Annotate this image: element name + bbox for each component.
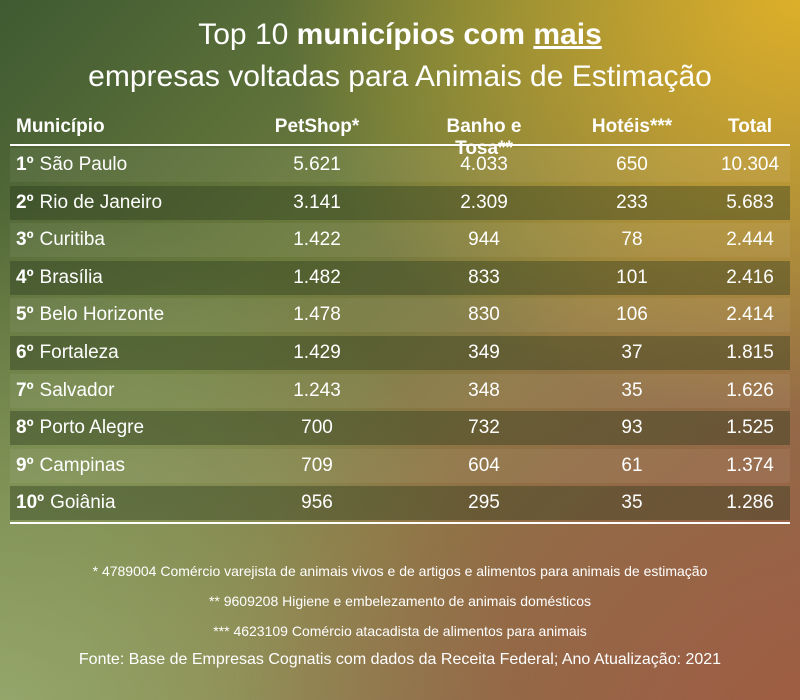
title-prefix: Top 10 xyxy=(198,18,297,51)
cell-hoteis: 78 xyxy=(621,229,643,251)
cell-total: 2.414 xyxy=(726,304,774,326)
cell-rank: 9º xyxy=(16,454,34,476)
cell-rank: 1º xyxy=(16,154,34,175)
cell-petshop: 1.482 xyxy=(293,266,341,288)
cell-rank: 6º xyxy=(16,342,34,363)
cell-rank: 10º xyxy=(16,492,45,514)
table-row: 10º Goiânia 956 295 35 1.286 xyxy=(10,486,790,521)
cell-total: 1.525 xyxy=(726,417,774,439)
cell-municipio-name: Campinas xyxy=(39,454,126,476)
cell-petshop: 3.141 xyxy=(293,191,341,213)
header-total: Total xyxy=(728,116,772,137)
cell-municipio: 6º Fortaleza xyxy=(16,342,119,364)
source-note: Fonte: Base de Empresas Cognatis com dad… xyxy=(78,651,722,668)
table-row: 5º Belo Horizonte 1.478 830 106 2.414 xyxy=(10,298,790,333)
footnote-petshop: * 4789004 Comércio varejista de animais … xyxy=(92,563,708,579)
cell-municipio: 7º Salvador xyxy=(16,380,115,402)
cell-petshop: 1.422 xyxy=(293,229,341,251)
table-row: 9º Campinas 709 604 61 1.374 xyxy=(10,448,790,483)
cell-hoteis: 93 xyxy=(621,417,643,439)
cell-municipio-name: Salvador xyxy=(39,379,115,401)
table-row: 4º Brasília 1.482 833 101 2.416 xyxy=(10,260,790,295)
cell-total: 1.374 xyxy=(726,454,774,476)
header-petshop: PetShop* xyxy=(274,116,360,137)
cell-municipio-name: Belo Horizonte xyxy=(39,304,165,326)
table-row: 7º Salvador 1.243 348 35 1.626 xyxy=(10,373,790,408)
cell-banho-tosa: 944 xyxy=(468,229,500,251)
cell-municipio-name: Goiânia xyxy=(50,492,116,514)
header-municipio: Município xyxy=(16,116,105,137)
header-banho-tosa: Banho e Tosa** xyxy=(446,116,522,159)
cell-total: 2.444 xyxy=(726,229,774,251)
cell-municipio: 8º Porto Alegre xyxy=(16,417,144,439)
cell-rank: 7º xyxy=(16,379,34,401)
cell-rank: 8º xyxy=(16,417,34,439)
table-bottom-divider xyxy=(10,522,790,524)
header-divider xyxy=(10,144,790,146)
table-row: 3º Curitiba 1.422 944 78 2.444 xyxy=(10,223,790,258)
cell-municipio: 5º Belo Horizonte xyxy=(16,304,164,326)
cell-hoteis: 61 xyxy=(621,454,643,476)
table-header: Município PetShop* Banho e Tosa** Hotéis… xyxy=(10,110,790,159)
cell-total: 1.286 xyxy=(726,492,774,514)
cell-banho-tosa: 349 xyxy=(468,342,500,363)
footnote-hoteis: *** 4623109 Comércio atacadista de alime… xyxy=(213,623,587,639)
cell-municipio-name: Curitiba xyxy=(39,229,105,251)
footnote-banho-tosa: ** 9609208 Higiene e embelezamento de an… xyxy=(208,593,592,609)
cell-banho-tosa: 2.309 xyxy=(460,191,508,213)
table-row: 2º Rio de Janeiro 3.141 2.309 233 5.683 xyxy=(10,185,790,220)
cell-petshop: 5.621 xyxy=(293,154,341,175)
cell-hoteis: 37 xyxy=(621,342,643,363)
table-row: 8º Porto Alegre 700 732 93 1.525 xyxy=(10,411,790,446)
cell-municipio: 1º São Paulo xyxy=(16,154,127,176)
header-hoteis: Hotéis*** xyxy=(591,116,673,137)
cell-hoteis: 35 xyxy=(621,379,643,401)
cell-petshop: 1.243 xyxy=(293,379,341,401)
cell-municipio: 9º Campinas xyxy=(16,455,125,477)
cell-banho-tosa: 295 xyxy=(468,492,500,514)
cell-petshop: 956 xyxy=(301,492,333,514)
cell-total: 1.815 xyxy=(726,342,774,363)
cell-rank: 2º xyxy=(16,191,34,213)
cell-rank: 4º xyxy=(16,266,34,288)
cell-banho-tosa: 4.033 xyxy=(460,154,508,175)
cell-petshop: 700 xyxy=(301,417,333,439)
cell-municipio: 2º Rio de Janeiro xyxy=(16,192,162,214)
cell-rank: 5º xyxy=(16,304,34,326)
table-row: 6º Fortaleza 1.429 349 37 1.815 xyxy=(10,336,790,370)
cell-banho-tosa: 348 xyxy=(468,379,500,401)
cell-banho-tosa: 833 xyxy=(468,266,500,288)
title-bold: municípios com xyxy=(296,18,534,51)
cell-total: 10.304 xyxy=(720,154,780,175)
cell-hoteis: 101 xyxy=(616,266,648,288)
cell-municipio-name: Rio de Janeiro xyxy=(39,191,163,213)
cell-municipio-name: Fortaleza xyxy=(39,342,119,363)
cell-banho-tosa: 604 xyxy=(468,454,500,476)
title-line-1: Top 10 municípios com mais xyxy=(0,18,800,52)
cell-municipio: 4º Brasília xyxy=(16,267,103,289)
cell-hoteis: 35 xyxy=(621,492,643,514)
table-row: 1º São Paulo 5.621 4.033 650 10.304 xyxy=(10,148,790,182)
cell-petshop: 1.429 xyxy=(293,342,341,363)
cell-rank: 3º xyxy=(16,229,34,251)
cell-hoteis: 233 xyxy=(616,191,648,213)
cell-municipio: 3º Curitiba xyxy=(16,229,105,251)
cell-total: 2.416 xyxy=(726,266,774,288)
cell-petshop: 1.478 xyxy=(293,304,341,326)
cell-municipio-name: Porto Alegre xyxy=(39,417,145,439)
cell-total: 5.683 xyxy=(726,191,774,213)
cell-hoteis: 650 xyxy=(616,154,648,175)
title-line-2: empresas voltadas para Animais de Estima… xyxy=(88,60,712,93)
cell-petshop: 709 xyxy=(301,454,333,476)
title-underlined: mais xyxy=(533,18,602,51)
cell-municipio-name: Brasília xyxy=(39,266,103,288)
cell-municipio-name: São Paulo xyxy=(39,154,128,175)
cell-total: 1.626 xyxy=(726,379,774,401)
cell-municipio: 10º Goiânia xyxy=(16,492,116,514)
cell-banho-tosa: 732 xyxy=(468,417,500,439)
cell-hoteis: 106 xyxy=(616,304,648,326)
cell-banho-tosa: 830 xyxy=(468,304,500,326)
